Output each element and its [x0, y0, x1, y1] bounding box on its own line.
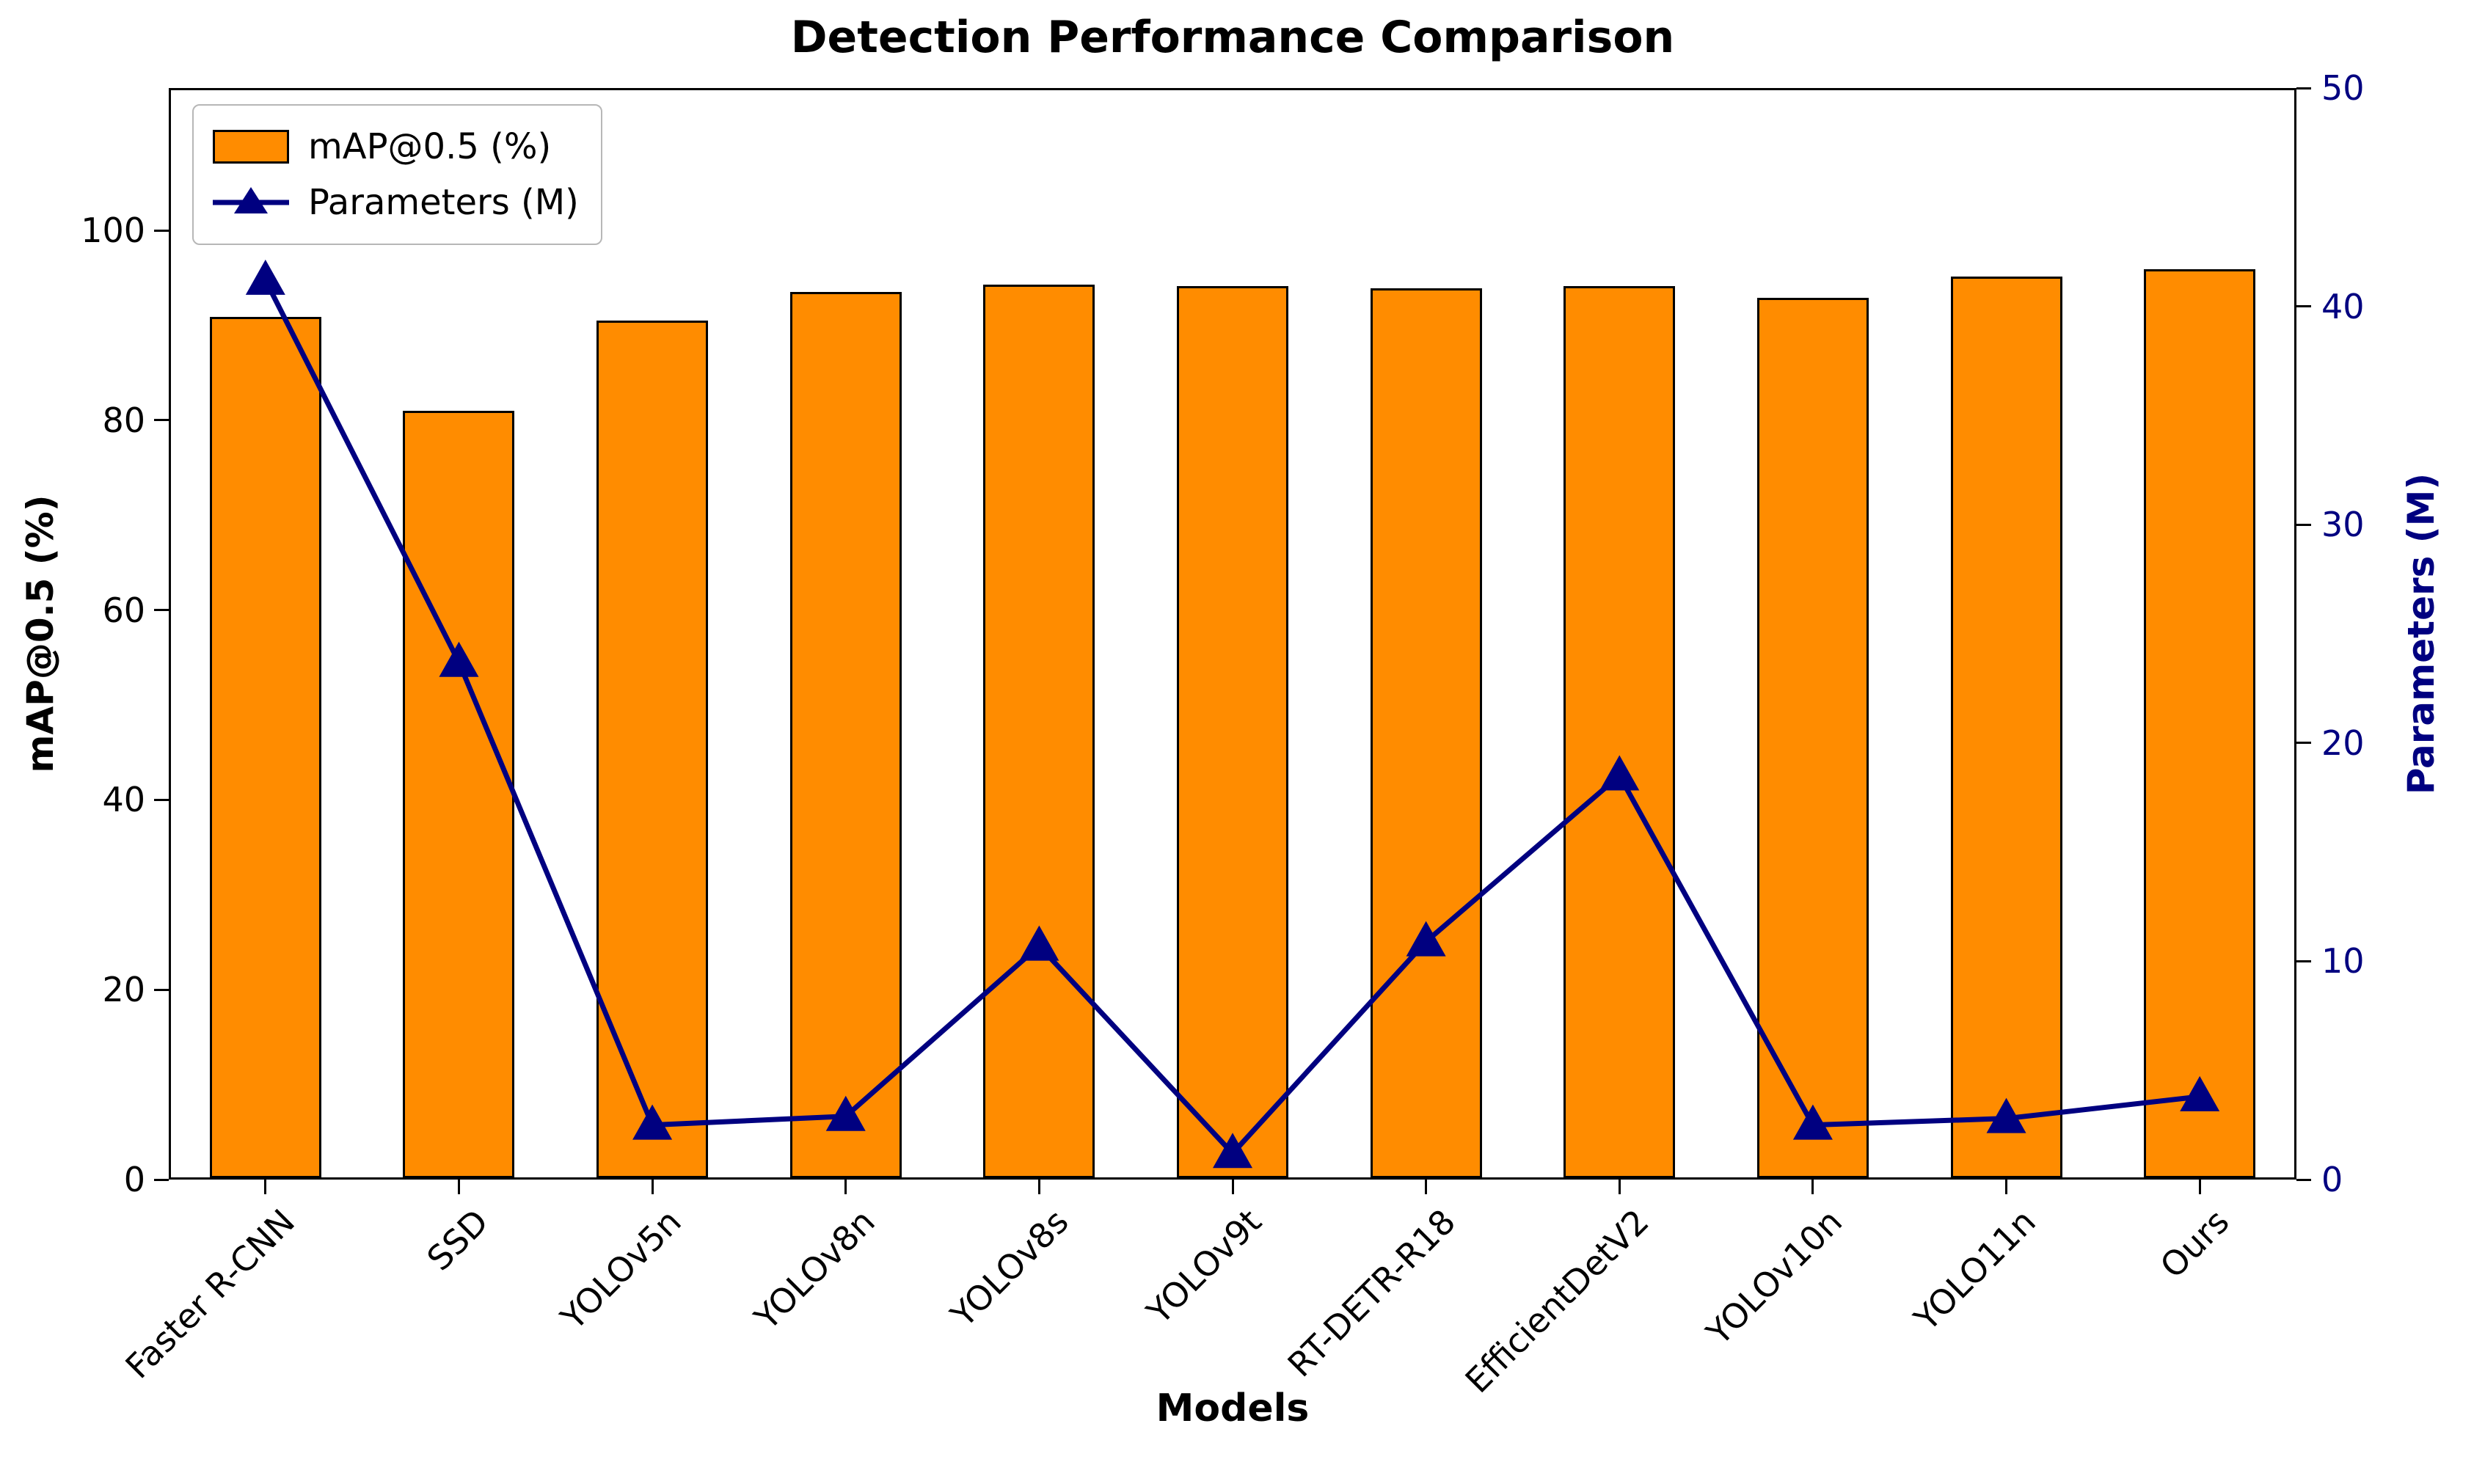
parameters-line [263, 279, 2200, 1158]
parameters-marker-EfficientDetV2 [1599, 755, 1640, 791]
left-tick-label: 100 [81, 211, 145, 251]
parameters-marker-SSD [439, 641, 479, 677]
legend-label-parameters: Parameters (M) [308, 182, 579, 223]
x-axis-title: Models [1156, 1386, 1310, 1430]
left-tick-label: 40 [102, 780, 145, 820]
legend: mAP@0.5 (%) Parameters (M) [192, 104, 602, 245]
legend-line-swatch-icon [213, 184, 289, 221]
chart-title: Detection Performance Comparison [790, 12, 1675, 63]
right-tick [2296, 1178, 2311, 1181]
x-tick [2005, 1180, 2008, 1194]
right-tick-label: 30 [2321, 505, 2365, 545]
x-tick [1425, 1180, 1428, 1194]
parameters-marker-YOLOv5n [632, 1104, 673, 1140]
bar-EfficientDetV2 [1563, 286, 1676, 1178]
right-tick [2296, 87, 2311, 89]
left-tick-label: 80 [102, 400, 145, 440]
parameters-marker-YOLO11n [1986, 1097, 2026, 1133]
x-tick [457, 1180, 460, 1194]
bar-Faster R-CNN [209, 316, 321, 1178]
legend-entry-map: mAP@0.5 (%) [213, 119, 579, 175]
left-tick [154, 988, 169, 991]
left-tick-label: 60 [102, 590, 145, 630]
parameters-marker-YOLOv8s [1019, 925, 1059, 961]
x-tick [1037, 1180, 1040, 1194]
legend-label-map: mAP@0.5 (%) [308, 126, 552, 167]
x-tick [844, 1180, 847, 1194]
left-tick [154, 1178, 169, 1181]
legend-bar-swatch-icon [213, 130, 289, 164]
left-tick-label: 20 [102, 970, 145, 1010]
legend-entry-parameters: Parameters (M) [213, 175, 579, 230]
parameters-marker-YOLOv9t [1213, 1133, 1252, 1169]
parameters-marker-RT-DETR-R18 [1406, 921, 1446, 957]
right-tick [2296, 960, 2311, 962]
right-tick-label: 40 [2321, 286, 2365, 326]
right-tick-label: 10 [2321, 941, 2365, 982]
right-tick [2296, 523, 2311, 526]
x-tick [1618, 1180, 1621, 1194]
right-tick-label: 20 [2321, 723, 2365, 763]
parameters-marker-Ours [2180, 1075, 2220, 1111]
parameters-marker-YOLOv8n [825, 1095, 866, 1131]
right-tick [2296, 742, 2311, 745]
bar-YOLOv9t [1177, 286, 1288, 1178]
right-tick-label: 0 [2321, 1160, 2343, 1199]
bar-YOLO11n [1950, 277, 2062, 1178]
parameters-marker-YOLOv10n [1792, 1104, 1833, 1140]
left-tick [154, 229, 169, 232]
right-tick-label: 50 [2321, 68, 2365, 108]
bar-YOLOv8n [789, 292, 902, 1178]
bar-Ours [2144, 269, 2256, 1178]
x-tick [264, 1180, 267, 1194]
x-tick [2198, 1180, 2201, 1194]
x-tick [651, 1180, 654, 1194]
left-tick [154, 609, 169, 612]
bar-YOLOv8s [983, 284, 1095, 1178]
left-tick-label: 0 [123, 1160, 145, 1199]
bar-YOLOv10n [1756, 297, 1869, 1178]
x-tick [1231, 1180, 1234, 1194]
left-tick [154, 419, 169, 422]
parameters-marker-Faster R-CNN [245, 259, 285, 295]
right-tick [2296, 305, 2311, 308]
left-tick [154, 798, 169, 801]
x-tick [1811, 1180, 1814, 1194]
bar-SSD [403, 410, 515, 1178]
bar-RT-DETR-R18 [1370, 288, 1482, 1178]
